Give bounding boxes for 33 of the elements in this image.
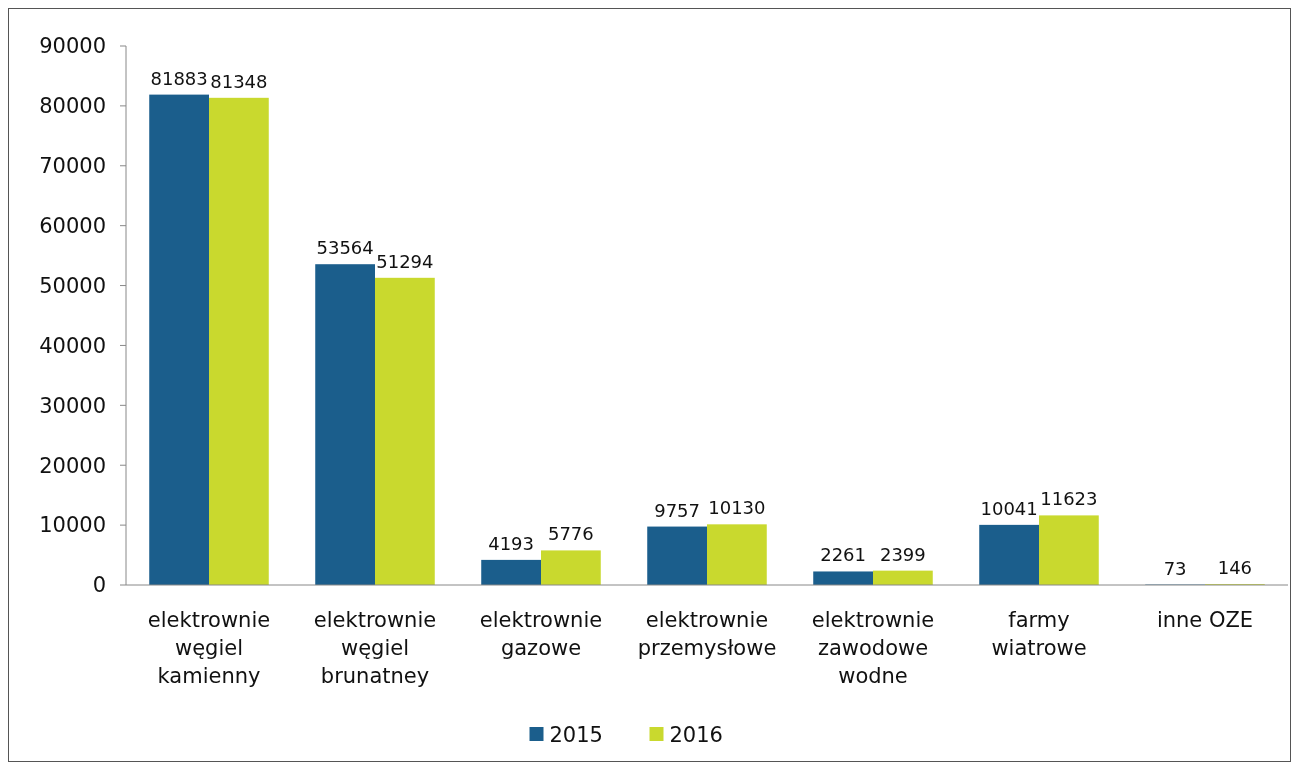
- data-label: 2261: [820, 544, 867, 566]
- x-tick-label: elektrownie węgiel kamienny: [147, 608, 271, 688]
- y-tick-label: 20000: [39, 453, 106, 478]
- data-label: 146: [1217, 557, 1253, 579]
- data-label: 51294: [376, 250, 434, 272]
- x-tick-label: elektrownie zawodowe wodne: [811, 608, 935, 688]
- data-label: 10130: [708, 497, 766, 519]
- y-tick-label: 30000: [39, 393, 106, 418]
- y-tick-label: 50000: [39, 273, 106, 298]
- data-label: 73: [1163, 557, 1187, 579]
- data-label: 10041: [980, 497, 1038, 519]
- y-tick-label: 10000: [39, 513, 106, 538]
- legend-label: 2015: [549, 723, 603, 748]
- legend-label: 2016: [669, 723, 723, 748]
- x-tick-label: elektrownie przemysłowe: [637, 608, 777, 660]
- y-tick-label: 70000: [39, 154, 106, 179]
- x-tick-label: elektrownie gazowe: [479, 608, 603, 660]
- y-tick-label: 60000: [39, 214, 106, 239]
- data-label: 53564: [316, 237, 374, 259]
- data-label: 11623: [1040, 488, 1098, 510]
- y-tick-label: 40000: [39, 333, 106, 358]
- data-label: 81883: [150, 67, 208, 89]
- data-label: 4193: [488, 532, 535, 554]
- data-label: 2399: [879, 543, 926, 565]
- data-label: 5776: [547, 523, 594, 545]
- x-tick-label: elektrownie węgiel brunatney: [313, 608, 437, 688]
- y-tick-label: 0: [92, 573, 106, 598]
- x-tick-label: inne OZE: [1156, 608, 1254, 632]
- y-tick-label: 80000: [39, 94, 106, 119]
- data-label: 9757: [654, 499, 701, 521]
- data-label: 81348: [210, 70, 268, 92]
- x-tick-label: farmy wiatrowe: [991, 608, 1087, 660]
- y-tick-label: 90000: [39, 34, 106, 59]
